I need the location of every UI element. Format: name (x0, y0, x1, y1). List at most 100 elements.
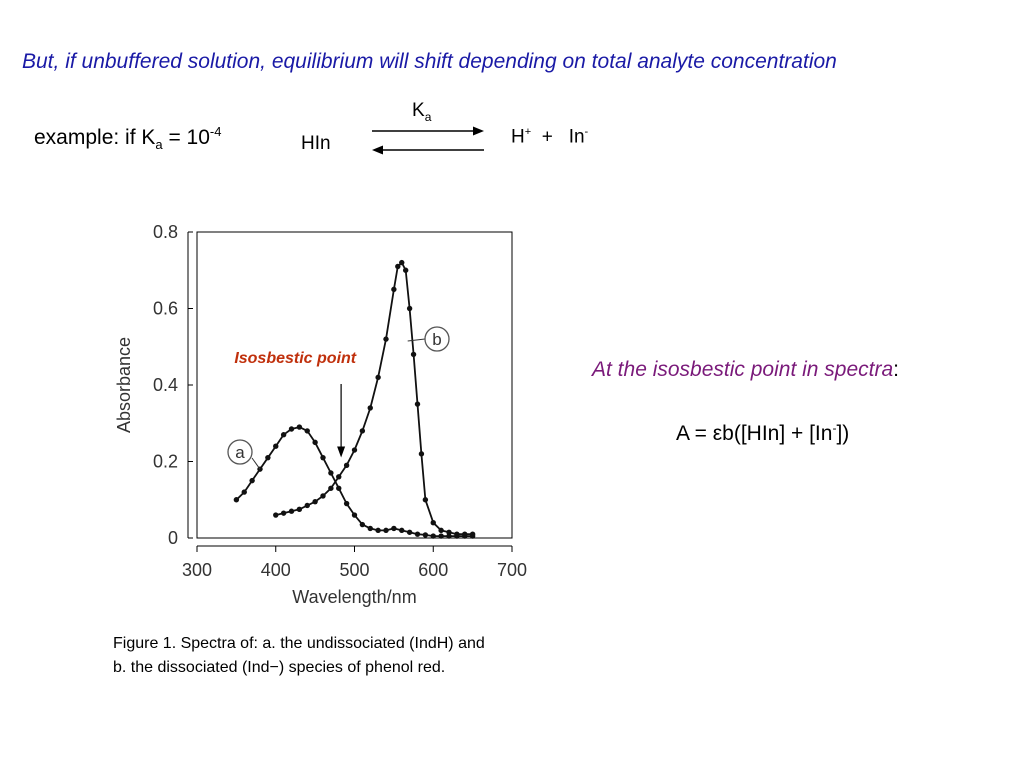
formula-close: ]) (836, 422, 850, 445)
slide-headline: But, if unbuffered solution, equilibrium… (22, 50, 837, 73)
series-b-point (320, 493, 326, 499)
series-a-point (288, 426, 295, 432)
series-b-point (462, 531, 468, 537)
series-a-point (296, 424, 303, 430)
series-b-point (288, 508, 295, 514)
series-b-point (383, 336, 389, 342)
series-a-point (438, 533, 444, 539)
plot-frame (196, 231, 513, 539)
series-a-point (359, 521, 366, 528)
series-a-leader (251, 457, 261, 470)
y-tick-label: 0.4 (153, 375, 178, 395)
ka-example: example: if Ka = 10-4 (34, 124, 221, 152)
example-prefix: example: if K (34, 126, 156, 149)
series-a-point (430, 533, 436, 539)
equilibrium-arrows (372, 126, 484, 155)
example-exponent: -4 (209, 124, 222, 139)
series-a-point (343, 500, 350, 507)
series-b-point (438, 527, 444, 534)
series-b-leader (407, 338, 426, 342)
isosbestic-annotation-label: Isosbestic point (234, 350, 356, 367)
series-b-point (375, 374, 381, 381)
series-a-point (406, 529, 413, 535)
product-h: H (511, 126, 525, 148)
series-b-point (343, 462, 350, 469)
x-tick-label: 400 (261, 560, 291, 580)
series-b-point (406, 305, 413, 312)
series-a-point (233, 497, 240, 503)
constant-symbol: K (412, 100, 425, 121)
series-b-point (328, 485, 334, 491)
series-b-line (275, 261, 473, 536)
product-in: In (568, 126, 585, 148)
figure-caption: Figure 1. Spectra of: a. the undissociat… (113, 632, 485, 680)
series-a-label: a (235, 443, 245, 462)
series-a-label-circle (227, 439, 253, 465)
series-b-point (454, 531, 460, 537)
series-a-point (304, 428, 310, 434)
series-a-point (320, 454, 326, 461)
example-k-subscript: a (155, 137, 163, 153)
caption-line-1: Figure 1. Spectra of: a. the undissociat… (113, 635, 485, 652)
isosbestic-heading-text: At the isosbestic point in spectra (592, 358, 894, 381)
reactant-hin: HIn (301, 133, 331, 154)
series-a-point (367, 525, 373, 532)
x-tick-label: 500 (339, 560, 369, 580)
caption-line-2: b. the dissociated (Ind−) species of phe… (113, 659, 446, 676)
example-equals: = 10 (162, 126, 210, 149)
series-a-line (235, 426, 473, 537)
products-plus: + (541, 126, 553, 148)
series-a-point (383, 527, 389, 534)
formula-main: A = εb([HIn] + [In (676, 422, 833, 445)
product-h-charge: + (524, 126, 532, 138)
series-b-point (367, 405, 373, 411)
equilibrium-products: H+ + In- (511, 126, 588, 148)
series-b-point (359, 428, 366, 434)
series-b-point (336, 474, 342, 480)
series-b-point (430, 520, 436, 526)
series-a-point (280, 432, 287, 438)
constant-subscript: a (424, 109, 432, 124)
equilibrium-constant: Ka (412, 100, 431, 124)
series-b-point (422, 497, 429, 503)
series-b-point (395, 263, 401, 270)
series-a-point (328, 470, 334, 476)
series-b-label: b (432, 330, 441, 349)
series-b-point (399, 259, 405, 266)
x-axis-label: Wavelength/nm (292, 587, 416, 607)
series-a-point (391, 525, 397, 532)
series-b-point (418, 451, 425, 457)
series-b-point (304, 502, 310, 509)
absorbance-spectrum-chart: 0 0.2 0.4 0.6 0.8 300 400 500 600 700 Wavelength/n… (114, 222, 527, 607)
x-tick-label: 700 (497, 560, 527, 580)
series-b-point (469, 531, 476, 537)
series-a-point (446, 533, 452, 539)
product-in-charge: - (584, 126, 589, 138)
series-b-point (402, 267, 409, 273)
series-b-point (280, 510, 287, 516)
series-b-point (351, 447, 358, 453)
series-b-label-circle (424, 326, 450, 352)
series-b-point (414, 401, 421, 407)
series-a-point (399, 527, 405, 534)
reverse-arrowhead (372, 145, 383, 155)
series-a-point (249, 477, 255, 484)
isosbestic-heading: At the isosbestic point in spectra: (592, 358, 899, 382)
series-b-point (312, 498, 318, 505)
isosbestic-arrowhead (337, 446, 346, 458)
y-tick-label: 0.6 (153, 299, 178, 319)
series-a-point (265, 454, 271, 461)
series-a-point (422, 532, 429, 538)
series-b-point (391, 286, 397, 293)
series-a-point (414, 531, 421, 537)
series-a-point (241, 489, 247, 495)
forward-arrowhead (473, 126, 484, 136)
series-b-point (273, 512, 279, 518)
x-tick-label: 600 (418, 560, 448, 580)
y-tick-label: 0.2 (153, 452, 178, 472)
series-b-point (296, 506, 303, 513)
series-b-point (410, 351, 417, 358)
x-tick-label: 300 (182, 560, 212, 580)
y-tick-label: 0.8 (153, 222, 178, 242)
series-a-point (273, 443, 279, 449)
